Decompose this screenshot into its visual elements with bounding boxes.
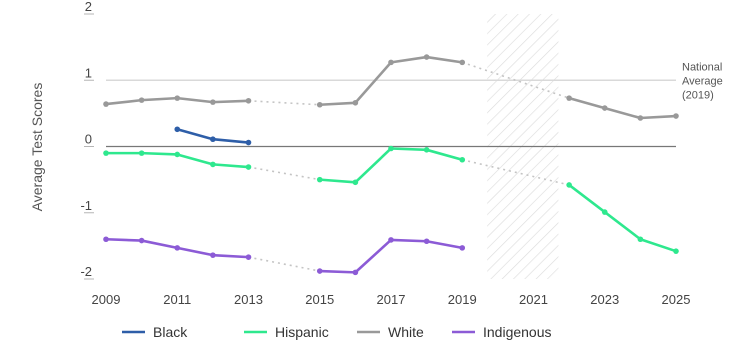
x-tick-label: 2025 [662,292,691,307]
x-tick-label: 2013 [234,292,263,307]
y-tick-label: 0 [85,132,92,147]
legend: Black Hispanic White Indigenous [122,324,552,340]
data-point-hispanic [210,161,216,168]
legend-label: Indigenous [483,324,552,340]
legend-item-white: White [357,324,424,340]
data-point-indigenous [174,245,181,251]
data-point-white [423,54,430,60]
data-point-white [352,99,359,106]
x-tick-label: 2021 [519,292,548,307]
legend-label: Black [153,324,188,340]
data-point-indigenous [352,269,359,276]
data-point-white [174,95,181,101]
x-tick-label: 2011 [163,292,191,307]
y-tick-label: -2 [80,264,92,279]
series-white [103,54,679,121]
data-point-hispanic [138,150,145,156]
data-point-hispanic [245,164,252,170]
annotation-layer: National Average (2019) [682,61,723,101]
gap-connections [248,61,570,272]
series-hispanic [103,145,679,254]
national-average-annotation: National Average (2019) [682,61,723,101]
data-point-indigenous [210,252,216,258]
x-tick-label: 2023 [590,292,619,307]
annotation-line: National [682,61,722,73]
series-indigenous [103,236,466,276]
legend-item-indigenous: Indigenous [452,324,552,340]
data-point-indigenous [423,238,430,245]
legend-item-black: Black [122,324,188,340]
y-tick-label: 2 [85,0,92,14]
gap-connection-hispanic [462,158,570,186]
data-point-hispanic [601,209,608,215]
series-line-white [567,96,678,120]
data-point-indigenous [103,236,109,243]
series-line-hispanic [567,183,678,253]
data-point-hispanic [316,176,323,183]
data-point-hispanic [174,151,181,158]
data-point-white [138,97,145,103]
legend-label: White [388,324,424,340]
data-point-indigenous [316,268,323,274]
x-tick-label: 2017 [377,292,406,307]
data-point-white [566,95,572,101]
data-point-white [210,99,216,105]
data-point-black [245,139,252,146]
data-point-white [673,113,679,119]
gap-connection-white [248,99,320,106]
data-point-indigenous [138,237,145,244]
data-point-black [210,136,216,143]
legend-item-hispanic: Hispanic [244,324,329,340]
data-point-hispanic [673,248,679,254]
annotation-line: (2019) [682,89,714,101]
data-point-indigenous [459,245,466,251]
y-tick-label: 1 [85,65,92,80]
data-point-white [637,115,644,121]
x-tick-label: 2009 [92,292,121,307]
data-point-indigenous [245,254,252,260]
y-tick-label: -1 [80,198,92,213]
series-layer [103,54,679,276]
data-point-hispanic [566,182,572,188]
series-line-indigenous [318,238,464,274]
data-point-hispanic [352,179,359,186]
data-point-white [316,101,323,108]
data-point-white [459,59,466,66]
data-point-white [601,105,608,111]
data-point-hispanic [423,147,430,153]
legend-label: Hispanic [275,324,329,340]
gap-connection-indigenous [248,256,320,272]
x-tick-label: 2019 [448,292,477,307]
data-point-hispanic [459,156,466,163]
data-point-white [388,59,394,66]
data-point-white [103,101,109,107]
data-point-hispanic [103,150,109,156]
gap-connection-hispanic [248,166,320,181]
gap-connection-white [461,61,570,99]
data-point-white [245,97,252,104]
annotation-line: Average [682,75,723,87]
data-point-hispanic [637,236,644,243]
series-line-hispanic [318,147,464,184]
x-tick-label: 2015 [305,292,334,307]
y-axis-title: Average Test Scores [29,83,45,212]
data-point-hispanic [388,145,394,152]
data-point-indigenous [388,237,394,243]
reference-lines [106,79,676,148]
series-black [174,126,252,146]
data-point-black [174,126,181,133]
